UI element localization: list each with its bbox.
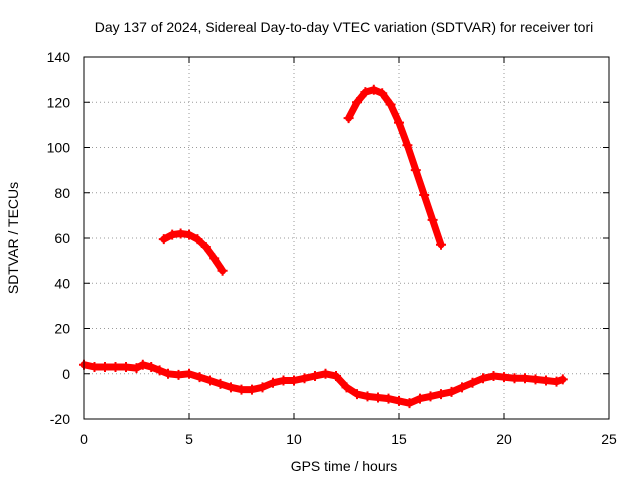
y-tick-label: -20 <box>50 411 70 427</box>
data-point <box>226 382 236 393</box>
x-axis-title: GPS time / hours <box>291 458 398 474</box>
series-line <box>345 86 445 249</box>
data-point <box>362 391 373 402</box>
chart-title: Day 137 of 2024, Sidereal Day-to-day VTE… <box>95 19 594 35</box>
data-point <box>209 253 220 264</box>
x-tick-label: 15 <box>391 431 407 447</box>
series-arc-1 <box>158 228 228 276</box>
y-tick-label: 100 <box>47 140 71 156</box>
data-point <box>194 372 205 383</box>
data-point <box>247 384 257 395</box>
y-tick-label: 0 <box>62 366 70 382</box>
data-point <box>394 117 404 128</box>
data-point <box>425 391 436 402</box>
data-point <box>415 393 425 404</box>
data-point <box>385 99 396 110</box>
data-point <box>551 376 562 387</box>
data-point <box>158 234 169 245</box>
data-point <box>278 375 289 386</box>
data-point <box>121 361 131 372</box>
x-tick-label: 20 <box>496 431 512 447</box>
data-point <box>320 368 331 379</box>
data-point <box>530 374 541 385</box>
x-tick-label: 5 <box>185 431 193 447</box>
data-point <box>236 384 247 395</box>
data-point <box>368 84 379 95</box>
data-point <box>419 190 430 201</box>
data-point <box>488 371 499 382</box>
data-point <box>404 398 415 409</box>
data-point <box>360 87 371 98</box>
data-point <box>217 265 228 276</box>
data-point <box>394 395 404 406</box>
x-tick-label: 0 <box>80 431 88 447</box>
data-point <box>184 229 194 240</box>
series-baseline <box>79 359 568 409</box>
data-point <box>341 382 352 393</box>
data-point <box>352 97 362 108</box>
data-point <box>268 377 278 388</box>
data-point <box>343 113 354 124</box>
data-point <box>467 377 478 388</box>
data-point <box>173 369 184 380</box>
data-point <box>410 165 421 176</box>
data-point <box>541 375 551 386</box>
data-point <box>377 88 388 99</box>
data-point <box>137 359 148 370</box>
data-point <box>457 382 467 393</box>
data-point <box>446 386 457 397</box>
data-point <box>200 242 211 253</box>
y-tick-label: 60 <box>54 230 70 246</box>
data-point <box>205 375 215 386</box>
data-point <box>310 371 320 382</box>
data-point <box>89 361 100 372</box>
data-point <box>215 378 226 389</box>
data-point <box>192 234 203 245</box>
data-point <box>352 389 362 400</box>
data-point <box>175 228 186 239</box>
data-point <box>100 361 110 372</box>
data-point <box>257 382 268 393</box>
data-point <box>436 239 446 250</box>
data-point <box>331 371 341 382</box>
data-point <box>154 365 165 376</box>
data-point <box>520 373 530 384</box>
data-point <box>557 374 568 385</box>
data-point <box>383 393 394 404</box>
axes: 0 5 10 15 20 25 -20 0 20 40 60 80 100 120 140 <box>47 49 617 447</box>
data-point <box>289 375 299 386</box>
x-tick-label: 25 <box>601 431 617 447</box>
y-tick-label: 120 <box>47 94 71 110</box>
data-point <box>373 392 383 403</box>
y-axis-title: SDTVAR / TECUs <box>5 182 21 294</box>
data-point <box>402 140 413 151</box>
data-series <box>79 84 568 409</box>
y-tick-label: 20 <box>54 321 70 337</box>
data-point <box>131 363 142 374</box>
series-arc-2 <box>343 84 446 250</box>
data-point <box>509 373 520 384</box>
data-point <box>478 373 488 384</box>
y-tick-label: 140 <box>47 49 71 65</box>
data-point <box>499 372 509 383</box>
data-point <box>167 229 178 240</box>
data-point <box>110 361 121 372</box>
data-point <box>146 361 157 372</box>
data-point <box>163 368 173 379</box>
data-point <box>436 389 446 400</box>
y-tick-label: 80 <box>54 185 70 201</box>
data-point <box>184 368 194 379</box>
y-tick-label: 40 <box>54 275 70 291</box>
data-point <box>427 214 438 225</box>
x-tick-label: 10 <box>286 431 302 447</box>
data-point <box>299 373 310 384</box>
